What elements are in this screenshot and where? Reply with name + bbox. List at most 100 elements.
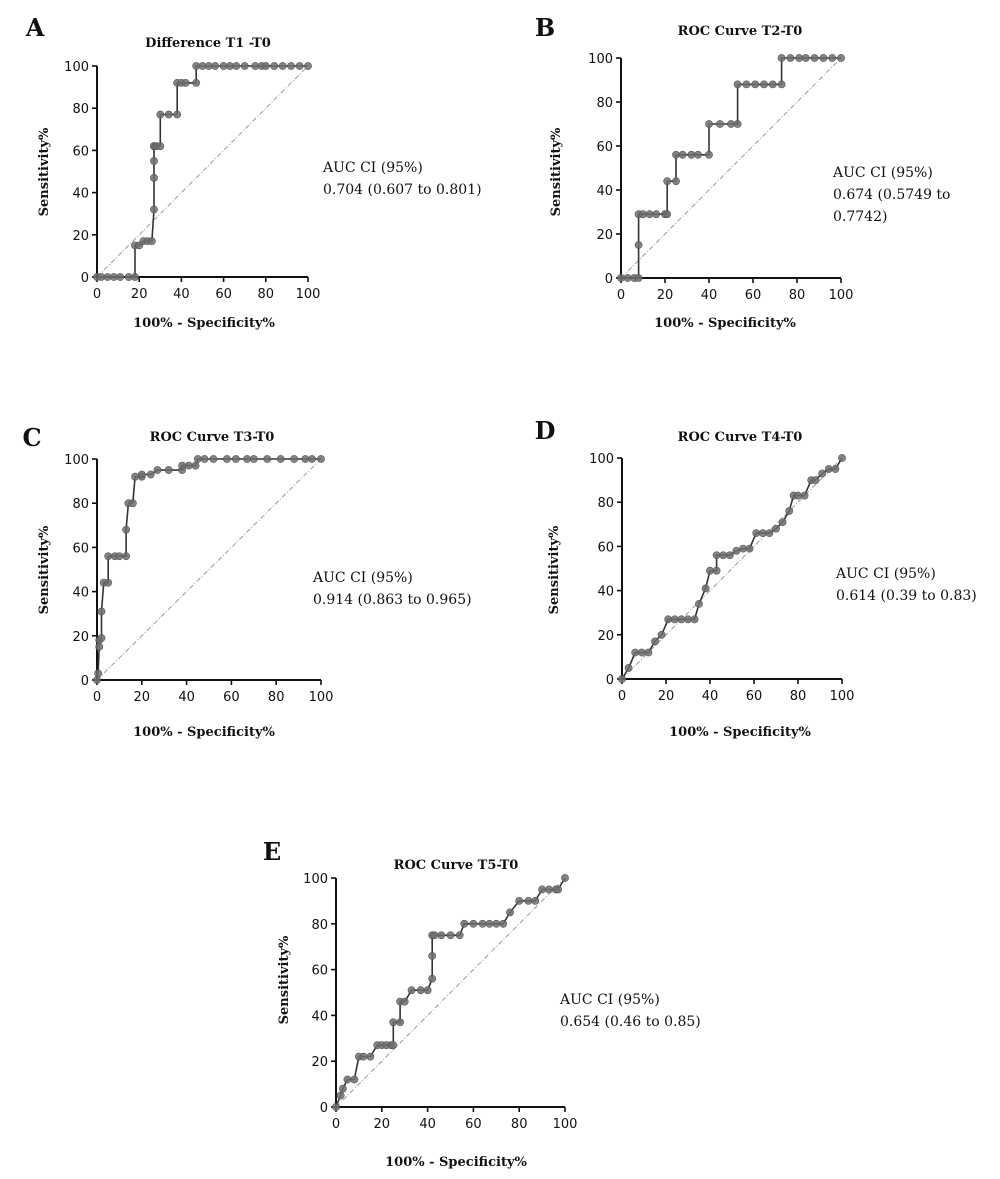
roc-point [366,1052,375,1061]
auc-annotation-d: AUC CI (95%) [835,566,936,582]
roc-point [768,80,777,89]
roc-point [811,476,820,484]
roc-point [359,1052,368,1061]
y-tick-label: 100 [64,60,89,75]
roc-point [672,177,680,186]
roc-point [287,62,296,70]
roc-point [150,157,158,165]
roc-point [191,461,200,470]
roc-point [97,634,106,642]
roc-point [712,551,721,560]
y-tick-label: 40 [72,586,89,601]
roc-point [446,931,455,940]
roc-point [663,210,672,219]
y-tick-label: 0 [605,272,613,287]
roc-point [634,241,643,249]
y-tick-label: 0 [81,271,89,286]
roc-point [153,466,162,474]
roc-point [651,637,659,646]
x-tick-label: 100 [296,287,321,302]
roc-point [173,110,182,119]
x-tick-label: 40 [419,1117,436,1132]
y-axis-label-e: Sensitivity% [277,935,292,1024]
roc-point [760,80,768,89]
roc-point [332,1103,340,1111]
roc-point [469,919,478,928]
roc-point [389,1041,398,1050]
y-tick-label: 100 [589,452,614,467]
roc-point [677,615,686,624]
roc-point [777,80,786,89]
roc-point [712,566,721,575]
roc-point [485,919,494,928]
auc-annotation-b: 0.674 (0.5749 to [833,187,950,203]
roc-point [644,648,653,657]
roc-point [624,664,633,672]
roc-point [308,455,316,463]
reference-diagonal-b [620,57,842,279]
x-tick-label: 40 [178,690,195,705]
roc-point [223,455,231,463]
x-tick-label: 40 [701,288,718,303]
roc-point [336,1091,345,1100]
y-tick-label: 40 [597,585,614,600]
roc-point [765,529,774,538]
roc-point [95,642,104,651]
chart-title-e: ROC Curve T5-T0 [394,858,519,873]
roc-point [478,919,487,928]
roc-point [545,885,553,894]
roc-point [515,897,524,905]
roc-point [249,455,258,463]
roc-point [131,273,139,281]
roc-point [430,931,439,940]
roc-point [156,142,165,151]
roc-point [824,465,833,473]
roc-point [184,461,193,470]
y-tick-label: 60 [596,140,613,155]
roc-point [701,584,710,593]
roc-point [810,54,819,62]
y-tick-label: 80 [311,918,328,933]
roc-point [146,470,155,479]
roc-point [706,566,714,575]
x-tick-label: 20 [374,1117,391,1132]
chart-title-d: ROC Curve T4-T0 [678,430,803,445]
panel-b: B ROC Curve T2-T0 0 20 40 60 80 100 0 20 40 60 80 100… [535,13,951,331]
roc-point [428,951,437,960]
y-tick-label: 60 [597,540,614,555]
x-tick-label: 40 [702,689,719,704]
reference-diagonal-e [335,877,566,1108]
x-tick-label: 60 [746,689,763,704]
roc-point [733,80,742,89]
x-tick-label: 0 [617,288,625,303]
y-tick-label: 80 [597,496,614,511]
roc-point [672,150,680,159]
roc-point [684,615,692,624]
x-tick-label: 20 [658,689,675,704]
auc-annotation-b: AUC CI (95%) [832,165,933,181]
roc-point [663,177,672,186]
roc-point [492,919,501,928]
roc-point [695,599,703,608]
roc-point [231,455,240,463]
x-tick-label: 40 [173,287,190,302]
x-tick-label: 60 [745,288,762,303]
roc-point [211,62,220,70]
roc-point [752,529,761,538]
roc-point [209,455,218,463]
y-axis-label-a: Sensitivity% [37,127,52,216]
roc-point [772,524,780,533]
roc-point [400,997,409,1006]
roc-point [156,110,165,119]
roc-point [389,1018,398,1027]
roc-point [304,62,312,70]
x-tick-label: 80 [258,287,275,302]
roc-point [531,897,540,905]
roc-point [396,1018,405,1027]
roc-point [416,986,425,995]
y-tick-label: 80 [72,497,89,512]
roc-point [631,648,640,657]
x-axis-label-c: 100% - Specificity% [133,725,275,740]
roc-point [150,205,158,214]
roc-point [243,455,251,463]
